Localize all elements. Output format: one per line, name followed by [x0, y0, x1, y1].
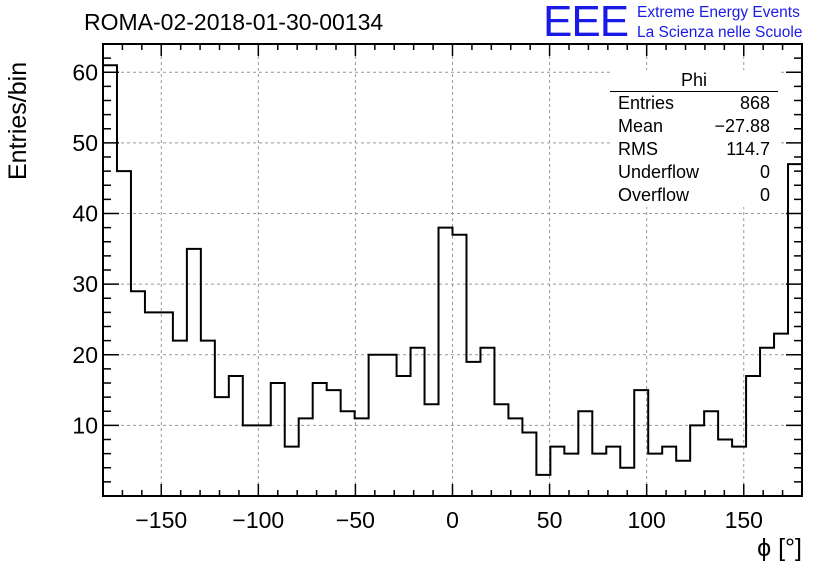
logo-line-1: Extreme Energy Events	[637, 4, 800, 21]
stats-value: 0	[759, 162, 770, 182]
histogram-bin	[550, 447, 564, 496]
histogram-bin	[522, 432, 536, 496]
y-tick-label: 50	[72, 130, 98, 156]
stats-value: 114.7	[726, 139, 770, 159]
histogram-bin	[383, 355, 397, 496]
histogram-bin	[299, 418, 313, 496]
grid-lines	[103, 44, 802, 496]
stats-label: Underflow	[618, 162, 700, 182]
histogram-bin	[592, 454, 606, 496]
stats-value: 0	[759, 185, 770, 205]
stats-row-entries: Entries 868	[610, 92, 778, 115]
histogram-bin	[648, 454, 662, 496]
histogram-bin	[704, 411, 718, 496]
histogram-bin	[131, 291, 145, 496]
x-tick-label: −100	[232, 507, 284, 533]
histogram-bin	[285, 447, 299, 496]
histogram-bin	[341, 411, 355, 496]
stats-box: Phi Entries 868 Mean −27.88 RMS 114.7 Un…	[610, 70, 778, 207]
histogram-bin	[718, 440, 732, 497]
histogram-bin	[606, 447, 620, 496]
y-axis-ticks: 10 20 30 40 50 60	[72, 43, 802, 483]
y-tick-label: 30	[72, 271, 98, 297]
histogram-bin	[634, 390, 648, 496]
logo-line-2: La Scienza nelle Scuole	[637, 24, 803, 41]
x-tick-label: 50	[537, 507, 563, 533]
histogram-bin	[271, 383, 285, 496]
histogram-bin	[453, 235, 467, 496]
stats-header: Phi	[610, 70, 778, 92]
x-tick-label: 100	[627, 507, 665, 533]
histogram-bin	[774, 334, 788, 496]
histogram-bin	[201, 341, 215, 496]
stats-label: Mean	[618, 116, 664, 136]
histogram-bin	[494, 404, 508, 496]
eee-logo: EEE	[543, 0, 629, 46]
y-tick-label: 10	[72, 412, 98, 438]
histogram-bin	[117, 171, 131, 496]
histogram-bin	[439, 228, 453, 496]
histogram-bin	[690, 425, 704, 496]
x-tick-label: 0	[446, 507, 459, 533]
histogram-bin	[676, 461, 690, 496]
histogram-outline	[102, 64, 803, 496]
x-tick-label: −50	[336, 507, 375, 533]
stats-value: −27.88	[714, 116, 770, 136]
histogram-bin	[327, 390, 341, 496]
histogram-bin	[229, 376, 243, 496]
x-tick-label: 150	[725, 507, 763, 533]
stats-row-rms: RMS 114.7	[610, 138, 778, 161]
histogram-bin	[397, 376, 411, 496]
histogram-bin	[355, 418, 369, 496]
histogram-bin	[578, 411, 592, 496]
histogram-bin	[508, 418, 522, 496]
y-tick-label: 40	[72, 201, 98, 227]
chart-title: ROMA-02-2018-01-30-00134	[84, 9, 384, 35]
histogram-bin	[313, 383, 327, 496]
histogram-bin	[411, 348, 425, 496]
x-axis-ticks: −150 −100 −50 0 50 100 150	[102, 44, 803, 533]
histogram-bin	[662, 447, 676, 496]
stats-label: Overflow	[618, 185, 690, 205]
stats-row-mean: Mean −27.88	[610, 115, 778, 138]
stats-label: RMS	[618, 139, 658, 159]
histogram-bin	[187, 249, 201, 496]
histogram-bin	[564, 454, 578, 496]
histogram-bin	[215, 397, 229, 496]
y-tick-label: 20	[72, 342, 98, 368]
histogram-bin	[466, 362, 480, 496]
x-tick-label: −150	[135, 507, 187, 533]
histogram-bin	[243, 425, 257, 496]
stats-value: 868	[739, 93, 770, 113]
y-axis-label: Entries/bin	[4, 61, 32, 180]
histogram-bin	[760, 348, 774, 496]
histogram-bin	[425, 404, 439, 496]
histogram-bin	[746, 376, 760, 496]
histogram-bin	[536, 475, 550, 496]
histogram-bin	[145, 312, 159, 496]
histogram-bin	[103, 65, 117, 496]
y-tick-label: 60	[72, 59, 98, 85]
histogram-bin	[173, 341, 187, 496]
x-axis-label: ϕ [°]	[757, 534, 802, 562]
stats-label: Entries	[618, 93, 675, 113]
eee-logo-text: Extreme Energy Events La Scienza nelle S…	[637, 3, 802, 43]
stats-row-underflow: Underflow 0	[610, 161, 778, 184]
histogram-bin	[480, 348, 494, 496]
stats-row-overflow: Overflow 0	[610, 184, 778, 207]
